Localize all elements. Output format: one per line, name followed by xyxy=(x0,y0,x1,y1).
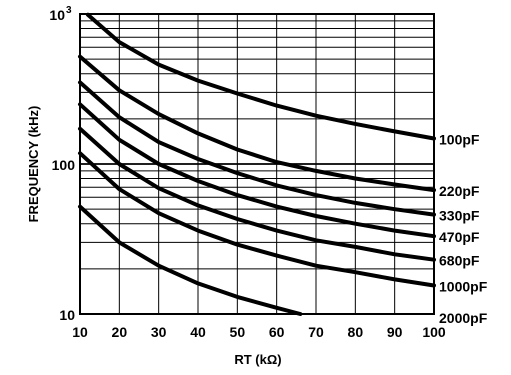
x-tick-label: 30 xyxy=(151,324,167,340)
x-tick-label: 80 xyxy=(348,324,364,340)
series-line-470pf xyxy=(78,102,436,239)
series-label-680pf: 680pF xyxy=(439,253,480,269)
series-label-220pf: 220pF xyxy=(439,183,480,199)
x-axis-ticks: 10 20 30 40 50 60 70 80 90 100 xyxy=(72,324,446,340)
x-tick-label: 20 xyxy=(112,324,128,340)
x-tick-label: 50 xyxy=(230,324,246,340)
series-line-220pf xyxy=(78,54,436,193)
series-line-100pf xyxy=(85,12,436,141)
x-tick-label: 100 xyxy=(422,324,446,340)
series-curves xyxy=(78,12,436,316)
x-tick-label: 40 xyxy=(190,324,206,340)
x-axis-title: RT (kΩ) xyxy=(234,352,281,367)
y-axis-title: FREQUENCY (kHz) xyxy=(26,106,41,223)
series-label-470pf: 470pF xyxy=(439,229,480,245)
x-tick-label: 70 xyxy=(308,324,324,340)
series-label-2000pf: 2000pF xyxy=(439,310,488,326)
series-line-330pf xyxy=(78,80,436,217)
grid xyxy=(79,13,435,315)
x-tick-label: 60 xyxy=(269,324,285,340)
series-label-1000pf: 1000pF xyxy=(439,278,488,294)
x-tick-label: 90 xyxy=(387,324,403,340)
series-line-2000pf xyxy=(78,204,303,316)
y-tick-label: 100 xyxy=(52,157,76,173)
x-tick-label: 10 xyxy=(72,324,88,340)
series-labels: 100pF 220pF 330pF 470pF 680pF 1000pF 2000pF xyxy=(439,131,488,326)
y-tick-label: 10 xyxy=(59,307,75,323)
series-label-330pf: 330pF xyxy=(439,208,480,224)
y-tick-exponent: 3 xyxy=(66,5,72,16)
plot-frame xyxy=(79,13,435,315)
plot-border xyxy=(79,13,435,315)
series-line-680pf xyxy=(78,126,436,262)
series-label-100pf: 100pF xyxy=(439,131,480,147)
y-tick-label: 10 xyxy=(49,7,65,23)
series-line-1000pf xyxy=(78,151,436,288)
